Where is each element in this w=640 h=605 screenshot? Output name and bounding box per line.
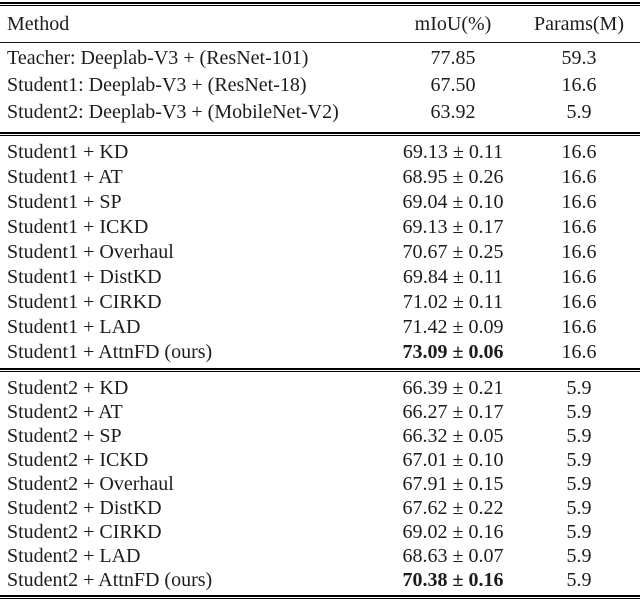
cell-params: 16.6: [561, 266, 597, 288]
cell-miou: 69.04 ± 0.10: [402, 191, 504, 213]
cell-method: Student2 + LAD: [7, 544, 141, 567]
table-row: Student1 + KD 69.13 ± 0.11 16.6: [0, 140, 640, 165]
table-row: Student1 + AT 68.95 ± 0.26 16.6: [0, 165, 640, 190]
cell-method: Student1 + LAD: [7, 316, 141, 338]
cell-method: Student2 + SP: [7, 424, 122, 447]
cell-method: Student2 + KD: [7, 376, 129, 399]
table-body: Teacher: Deeplab-V3 + (ResNet-101) 77.85 5…: [0, 43, 640, 592]
cell-miou: 73.09 ± 0.06: [402, 341, 504, 363]
table-row: Student1 + CIRKD 71.02 ± 0.11 16.6: [0, 290, 640, 315]
cell-method: Student1 + SP: [7, 191, 122, 213]
cell-params: 16.6: [561, 216, 597, 238]
table-row: Student2 + ICKD 67.01 ± 0.10 5.9: [0, 448, 640, 472]
table-row: Student2 + DistKD 67.62 ± 0.22 5.9: [0, 496, 640, 520]
table-row: Student2 + CIRKD 69.02 ± 0.16 5.9: [0, 520, 640, 544]
table-section-student2: Student2 + KD 66.39 ± 0.21 5.9 Student2 + A…: [0, 374, 640, 592]
cell-method: Student2 + AttnFD (ours): [7, 568, 213, 591]
cell-params: 16.6: [561, 74, 597, 96]
table-row: Student1 + AttnFD (ours) 73.09 ± 0.06 16.6: [0, 340, 640, 365]
cell-params: 5.9: [566, 544, 592, 567]
cell-miou: 67.62 ± 0.22: [402, 496, 504, 519]
table-row: Student1 + SP 69.04 ± 0.10 16.6: [0, 190, 640, 215]
cell-miou: 71.02 ± 0.11: [402, 291, 504, 313]
table-row: Student1: Deeplab-V3 + (ResNet-18) 67.50 1…: [0, 72, 640, 99]
cell-params: 5.9: [566, 448, 592, 471]
cell-params: 16.6: [561, 191, 597, 213]
cell-miou: 69.13 ± 0.17: [402, 216, 504, 238]
cell-miou: 63.92: [430, 101, 476, 123]
cell-method: Student1 + CIRKD: [7, 291, 162, 313]
cell-miou: 66.39 ± 0.21: [402, 376, 504, 399]
table-row: Student1 + LAD 71.42 ± 0.09 16.6: [0, 315, 640, 340]
header-underline-rule: [0, 42, 640, 43]
cell-miou: 70.67 ± 0.25: [402, 241, 504, 263]
cell-params: 5.9: [566, 568, 592, 591]
cell-params: 16.6: [561, 141, 597, 163]
cell-method: Student1: Deeplab-V3 + (ResNet-18): [7, 74, 307, 96]
table-row: Student2 + AT 66.27 ± 0.17 5.9: [0, 400, 640, 424]
cell-params: 5.9: [566, 101, 592, 123]
cell-method: Student1 + KD: [7, 141, 129, 163]
table-bottom-rule: [0, 595, 640, 599]
column-header-method: Method: [7, 12, 70, 35]
cell-miou: 77.85: [430, 47, 476, 69]
section-divider-rule: [0, 132, 640, 136]
cell-miou: 66.27 ± 0.17: [402, 400, 504, 423]
cell-params: 16.6: [561, 341, 597, 363]
cell-miou: 70.38 ± 0.16: [402, 568, 504, 591]
cell-miou: 67.91 ± 0.15: [402, 472, 504, 495]
cell-method: Teacher: Deeplab-V3 + (ResNet-101): [7, 47, 309, 69]
column-header-miou: mIoU(%): [414, 12, 492, 35]
table-row: Student1 + DistKD 69.84 ± 0.11 16.6: [0, 265, 640, 290]
cell-params: 16.6: [561, 291, 597, 313]
table-row: Student1 + ICKD 69.13 ± 0.17 16.6: [0, 215, 640, 240]
table-row: Student2 + SP 66.32 ± 0.05 5.9: [0, 424, 640, 448]
table-row: Student2: Deeplab-V3 + (MobileNet-V2) 63.…: [0, 99, 640, 126]
cell-miou: 66.32 ± 0.05: [402, 424, 504, 447]
cell-method: Student1 + AT: [7, 166, 123, 188]
table-row: Student2 + AttnFD (ours) 70.38 ± 0.16 5.9: [0, 568, 640, 592]
cell-method: Student2 + DistKD: [7, 496, 162, 519]
table-row: Student1 + Overhaul 70.67 ± 0.25 16.6: [0, 240, 640, 265]
cell-params: 16.6: [561, 241, 597, 263]
cell-method: Student2 + ICKD: [7, 448, 149, 471]
cell-params: 59.3: [561, 47, 597, 69]
cell-params: 5.9: [566, 376, 592, 399]
cell-params: 5.9: [566, 424, 592, 447]
cell-method: Student1 + AttnFD (ours): [7, 341, 213, 363]
cell-method: Student2 + AT: [7, 400, 123, 423]
cell-miou: 67.01 ± 0.10: [402, 448, 504, 471]
cell-miou: 67.50: [430, 74, 476, 96]
table-row: Teacher: Deeplab-V3 + (ResNet-101) 77.85 5…: [0, 45, 640, 72]
table-row: Student2 + KD 66.39 ± 0.21 5.9: [0, 376, 640, 400]
cell-miou: 68.95 ± 0.26: [402, 166, 504, 188]
cell-params: 5.9: [566, 520, 592, 543]
cell-params: 5.9: [566, 472, 592, 495]
cell-method: Student2: Deeplab-V3 + (MobileNet-V2): [7, 101, 339, 123]
cell-method: Student1 + Overhaul: [7, 241, 174, 263]
cell-miou: 71.42 ± 0.09: [402, 316, 504, 338]
table-header-row: Method mIoU(%) Params(M): [0, 6, 640, 40]
section-divider-rule: [0, 368, 640, 372]
cell-method: Student1 + DistKD: [7, 266, 162, 288]
cell-method: Student1 + ICKD: [7, 216, 149, 238]
cell-params: 5.9: [566, 496, 592, 519]
cell-params: 16.6: [561, 316, 597, 338]
cell-miou: 69.02 ± 0.16: [402, 520, 504, 543]
table-row: Student2 + LAD 68.63 ± 0.07 5.9: [0, 544, 640, 568]
cell-miou: 69.84 ± 0.11: [402, 266, 504, 288]
cell-method: Student2 + CIRKD: [7, 520, 162, 543]
cell-miou: 69.13 ± 0.11: [402, 141, 504, 163]
cell-miou: 68.63 ± 0.07: [402, 544, 504, 567]
cell-params: 5.9: [566, 400, 592, 423]
column-header-params: Params(M): [534, 12, 624, 35]
table-section-student1: Student1 + KD 69.13 ± 0.11 16.6 Student1 + …: [0, 138, 640, 365]
table-row: Student2 + Overhaul 67.91 ± 0.15 5.9: [0, 472, 640, 496]
table-section-baselines: Teacher: Deeplab-V3 + (ResNet-101) 77.85 5…: [0, 43, 640, 129]
cell-params: 16.6: [561, 166, 597, 188]
table-top-rule: [0, 2, 640, 6]
cell-method: Student2 + Overhaul: [7, 472, 174, 495]
